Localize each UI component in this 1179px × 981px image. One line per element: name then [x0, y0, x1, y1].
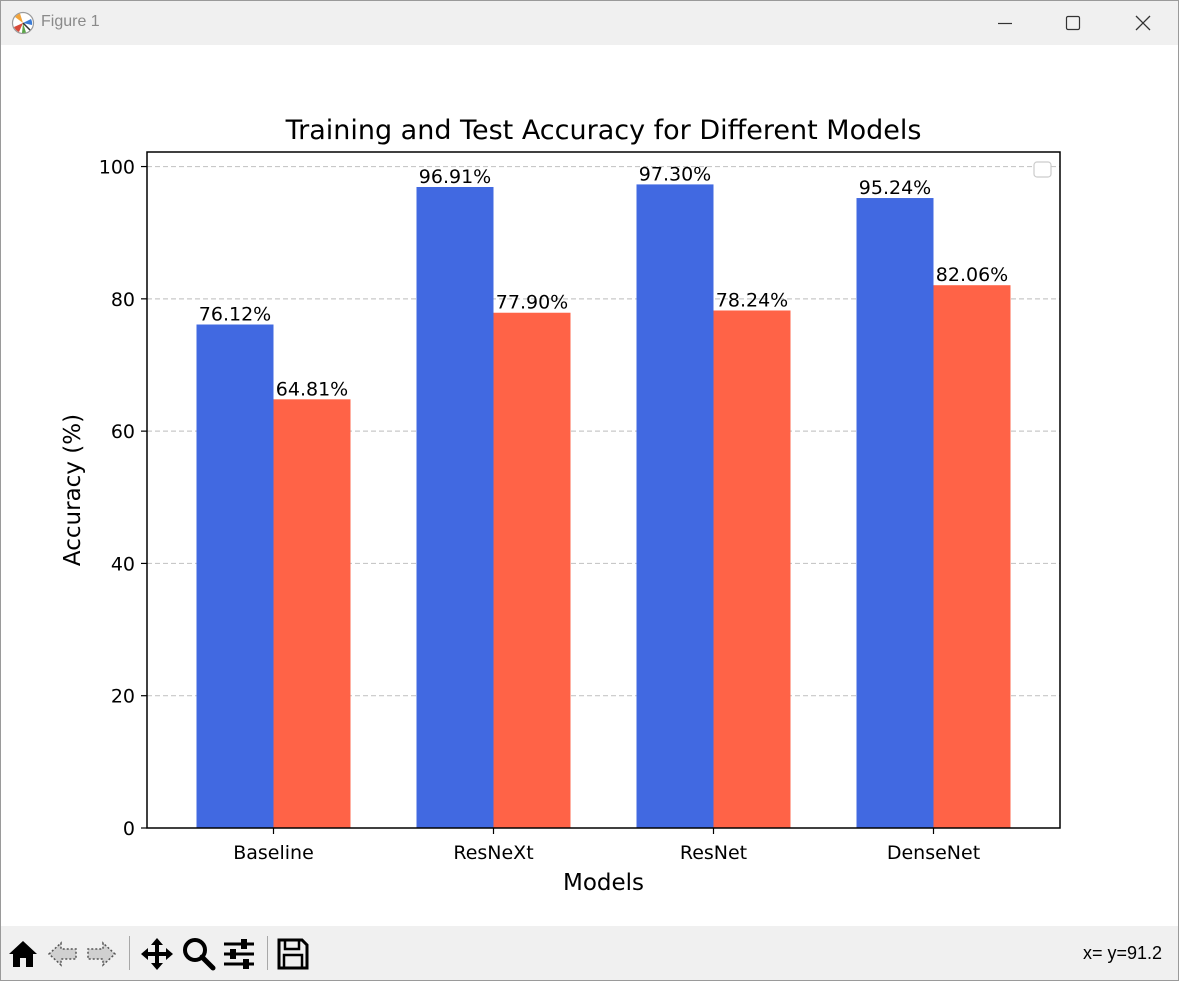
x-tick-label: DenseNet: [887, 842, 980, 864]
data-label: 95.24%: [859, 177, 931, 199]
data-label: 77.90%: [496, 292, 568, 314]
bar: [713, 310, 791, 828]
data-label: 82.06%: [936, 264, 1008, 286]
data-label: 76.12%: [199, 304, 271, 326]
zoom-icon: [183, 938, 216, 971]
home-button[interactable]: [5, 936, 41, 972]
close-button[interactable]: [1109, 1, 1177, 45]
minimize-icon: [998, 22, 1012, 25]
data-label: 96.91%: [419, 166, 491, 188]
data-label: 78.24%: [716, 289, 788, 311]
bar: [933, 285, 1011, 828]
maximize-button[interactable]: [1039, 1, 1107, 45]
y-tick-label: 0: [123, 818, 135, 840]
x-tick-label: ResNeXt: [453, 842, 533, 864]
y-tick-label: 80: [111, 289, 135, 311]
minimize-button[interactable]: [971, 1, 1039, 45]
y-tick-label: 20: [111, 686, 135, 708]
title-bar: Figure 1: [1, 1, 1178, 45]
cursor-coordinates: x= y=91.2: [1082, 943, 1162, 963]
zoom-button[interactable]: [181, 936, 217, 972]
forward-button[interactable]: [83, 936, 119, 972]
bar: [196, 324, 274, 828]
maximize-icon: [1065, 15, 1081, 31]
save-button[interactable]: [275, 936, 311, 972]
y-tick-label: 40: [111, 553, 135, 575]
axes-frame: [146, 151, 1061, 829]
toolbar-separator: [267, 936, 268, 970]
bar: [493, 312, 571, 828]
window-title: Figure 1: [41, 13, 100, 30]
close-icon: [1135, 15, 1151, 31]
y-axis-label: Accuracy (%): [60, 414, 86, 566]
bar: [273, 399, 351, 828]
configure-subplots-button[interactable]: [221, 936, 257, 972]
configure-subplots-icon: [224, 939, 254, 969]
bar: [416, 186, 494, 828]
pan-button[interactable]: [139, 936, 175, 972]
legend-box: [1033, 161, 1052, 178]
forward-icon: [87, 941, 117, 967]
x-tick-label: ResNet: [680, 842, 747, 864]
x-tick-label: Baseline: [233, 842, 314, 864]
figure-canvas[interactable]: 76.12% 96.91% 97.30% 95.24% 64.81% 77.90% 78.2…: [1, 45, 1178, 926]
pan-icon: [141, 938, 173, 970]
matplotlib-logo-icon: [11, 11, 35, 35]
navigation-toolbar: x= y=91.2: [1, 926, 1178, 980]
bar: [636, 184, 714, 829]
chart-title: Training and Test Accuracy for Different…: [285, 115, 922, 146]
back-button[interactable]: [45, 936, 81, 972]
bar: [856, 198, 934, 828]
home-icon: [9, 941, 37, 967]
y-tick-label: 60: [111, 421, 135, 443]
y-tick-label: 100: [99, 157, 135, 179]
toolbar-separator: [129, 936, 130, 970]
bar-chart: 76.12% 96.91% 97.30% 95.24% 64.81% 77.90% 78.2…: [60, 115, 1061, 896]
data-label: 64.81%: [276, 378, 348, 400]
x-axis-label: Models: [563, 870, 644, 896]
save-icon: [277, 938, 309, 970]
back-icon: [47, 941, 77, 967]
data-label: 97.30%: [639, 163, 711, 185]
